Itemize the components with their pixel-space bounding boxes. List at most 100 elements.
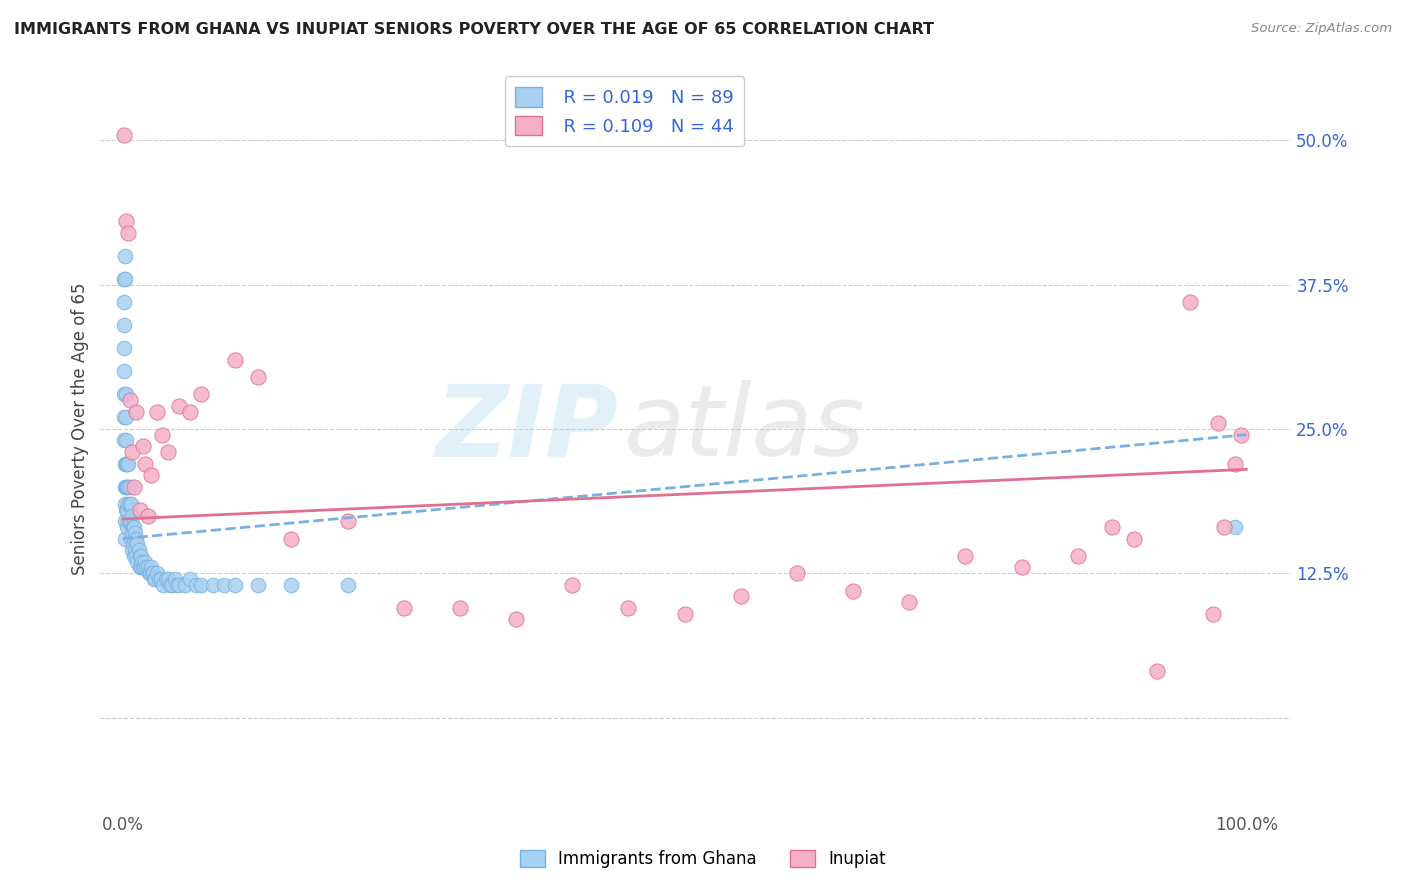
Point [561,578,583,592]
Point [163,572,186,586]
Point [127,555,149,569]
Point [118,497,141,511]
Point [156,445,179,459]
Point [156,572,179,586]
Point [125,549,148,563]
Text: IMMIGRANTS FROM GHANA VS INUPIAT SENIORS POVERTY OVER THE AGE OF 65 CORRELATION : IMMIGRANTS FROM GHANA VS INUPIAT SENIORS… [14,22,934,37]
Point [115,214,138,228]
Text: 0.0%: 0.0% [101,815,143,834]
Point [212,578,235,592]
Point [159,578,181,592]
Point [125,404,148,418]
Point [122,532,145,546]
Point [150,427,173,442]
Point [184,578,207,592]
Point [143,572,166,586]
Point [246,578,269,592]
Point [114,532,136,546]
Point [117,226,139,240]
Point [122,520,145,534]
Point [139,468,162,483]
Point [190,578,212,592]
Point [114,480,136,494]
Point [336,578,359,592]
Point [138,566,160,581]
Legend: Immigrants from Ghana, Inupiat: Immigrants from Ghana, Inupiat [513,843,893,875]
Point [134,560,156,574]
Point [112,434,135,448]
Point [129,560,152,574]
Point [115,410,138,425]
Point [1208,416,1230,430]
Point [1223,457,1246,471]
Point [150,572,173,586]
Point [141,566,163,581]
Point [122,480,145,494]
Point [112,387,135,401]
Point [134,457,156,471]
Point [112,364,135,378]
Point [1229,427,1251,442]
Point [145,572,167,586]
Point [1011,560,1033,574]
Point [1202,607,1225,621]
Point [280,532,302,546]
Point [117,502,139,516]
Point [122,537,145,551]
Point [136,560,159,574]
Y-axis label: Seniors Poverty Over the Age of 65: Seniors Poverty Over the Age of 65 [72,283,89,575]
Point [786,566,808,581]
Point [114,497,136,511]
Point [392,600,415,615]
Point [114,514,136,528]
Point [1212,520,1234,534]
Point [114,457,136,471]
Point [139,560,162,574]
Point [118,393,141,408]
Point [173,578,195,592]
Point [128,502,150,516]
Point [112,295,135,310]
Point [152,578,174,592]
Point [730,590,752,604]
Point [117,457,139,471]
Point [120,514,142,528]
Point [131,555,153,569]
Point [617,600,640,615]
Point [112,318,135,332]
Text: atlas: atlas [624,381,866,477]
Point [115,480,138,494]
Point [1067,549,1090,563]
Point [122,549,145,563]
Point [162,578,184,592]
Point [124,543,146,558]
Text: ZIP: ZIP [436,381,619,477]
Point [145,404,167,418]
Point [224,352,246,367]
Point [201,578,224,592]
Point [155,572,177,586]
Point [127,537,149,551]
Point [128,560,150,574]
Point [167,578,190,592]
Point [121,543,143,558]
Point [114,249,136,263]
Point [898,595,921,609]
Point [136,508,159,523]
Point [132,560,155,574]
Point [121,525,143,540]
Point [115,434,138,448]
Point [121,445,143,459]
Point [121,508,143,523]
Point [117,520,139,534]
Point [125,532,148,546]
Point [246,370,269,384]
Point [128,549,150,563]
Point [505,612,527,626]
Point [118,514,141,528]
Point [1123,532,1146,546]
Text: Source: ZipAtlas.com: Source: ZipAtlas.com [1251,22,1392,36]
Point [1101,520,1123,534]
Point [179,572,201,586]
Point [117,514,139,528]
